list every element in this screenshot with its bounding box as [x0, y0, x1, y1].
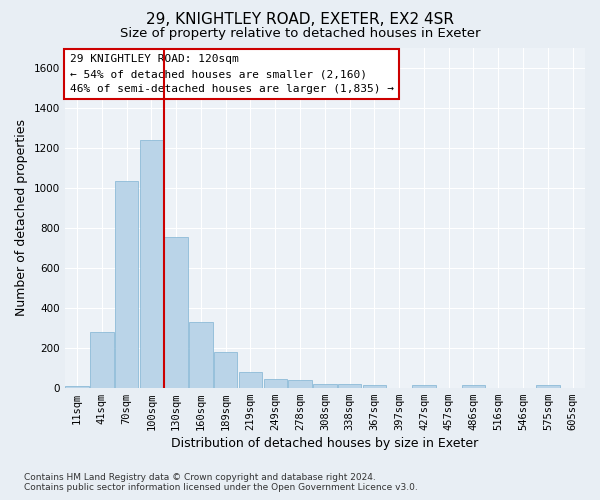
Bar	[362, 385, 386, 388]
Text: Size of property relative to detached houses in Exeter: Size of property relative to detached ho…	[120, 28, 480, 40]
X-axis label: Distribution of detached houses by size in Exeter: Distribution of detached houses by size …	[171, 437, 478, 450]
Bar	[263, 378, 287, 388]
Bar	[140, 140, 163, 388]
Bar	[313, 384, 337, 388]
Bar	[214, 352, 238, 388]
Text: Contains HM Land Registry data © Crown copyright and database right 2024.
Contai: Contains HM Land Registry data © Crown c…	[24, 473, 418, 492]
Bar	[412, 385, 436, 388]
Bar	[462, 385, 485, 388]
Bar	[65, 386, 89, 388]
Bar	[239, 372, 262, 388]
Text: 29 KNIGHTLEY ROAD: 120sqm
← 54% of detached houses are smaller (2,160)
46% of se: 29 KNIGHTLEY ROAD: 120sqm ← 54% of detac…	[70, 54, 394, 94]
Bar	[164, 236, 188, 388]
Bar	[536, 385, 560, 388]
Bar	[288, 380, 312, 388]
Bar	[338, 384, 361, 388]
Bar	[115, 180, 139, 388]
Bar	[189, 322, 213, 388]
Y-axis label: Number of detached properties: Number of detached properties	[15, 119, 28, 316]
Text: 29, KNIGHTLEY ROAD, EXETER, EX2 4SR: 29, KNIGHTLEY ROAD, EXETER, EX2 4SR	[146, 12, 454, 28]
Bar	[90, 332, 113, 388]
